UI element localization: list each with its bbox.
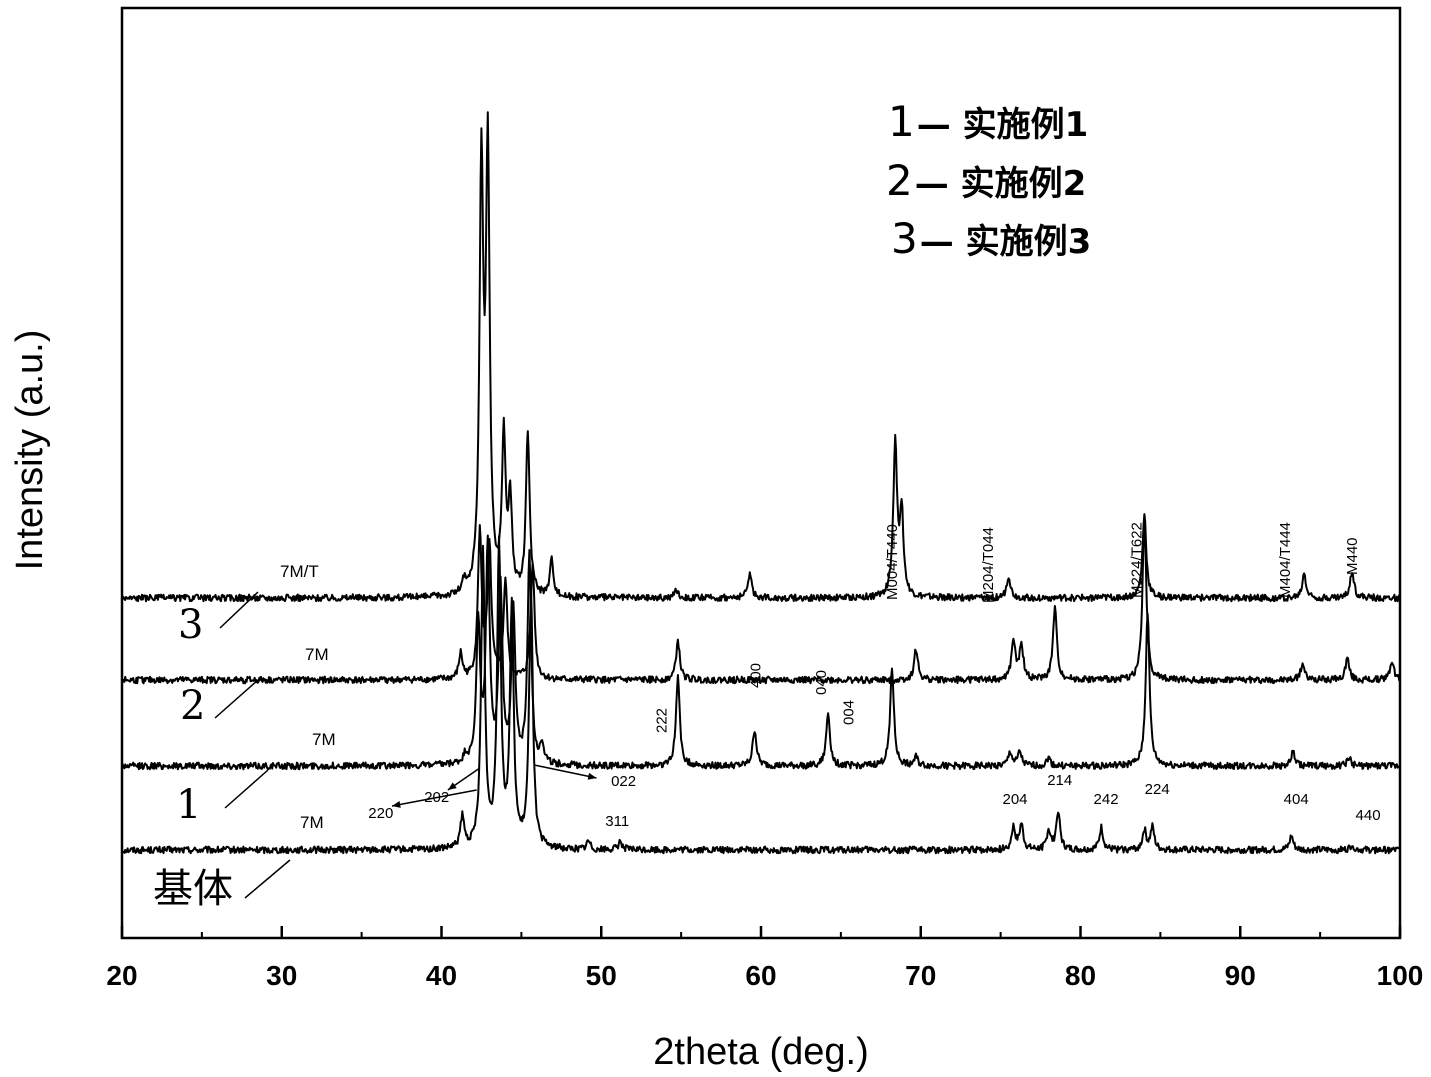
x-tick-label: 70 xyxy=(905,960,936,991)
phase-label: 7M xyxy=(300,813,324,832)
annotations-layer: 基体 7M 1 7M 2 7M 3 7M/T M004/T440 M204/T044 M224/T6… xyxy=(153,522,1381,912)
phase-peak-label: M404/T444 xyxy=(1277,522,1294,598)
x-tick-label: 20 xyxy=(106,960,137,991)
annotation-arrow xyxy=(534,764,597,779)
annotation-arrowhead xyxy=(587,772,597,780)
y-axis-title: Intensity (a.u.) xyxy=(9,330,51,571)
hkl-peak-label: 022 xyxy=(611,773,636,790)
hkl-peak-label: 040 xyxy=(813,670,830,695)
phase-label: 7M xyxy=(312,730,336,749)
phase-label: 7M/T xyxy=(280,562,319,581)
x-axis-title: 2theta (deg.) xyxy=(653,1031,868,1073)
series-trace xyxy=(121,111,1401,603)
x-tick-label: 40 xyxy=(426,960,457,991)
series-leader-line xyxy=(214,679,259,719)
series-label: 2 xyxy=(180,683,205,729)
hkl-peak-label: 204 xyxy=(1002,791,1027,808)
legend-entry: 2— 实施例2 xyxy=(886,156,1086,205)
hkl-peak-label: 440 xyxy=(1356,807,1381,824)
hkl-peak-label: 004 xyxy=(840,700,857,725)
x-tick-label: 90 xyxy=(1225,960,1256,991)
hkl-peak-label: 242 xyxy=(1094,791,1119,808)
annotation-arrowhead xyxy=(447,782,457,790)
legend: 1— 实施例1 2— 实施例2 3— 实施例3 xyxy=(886,97,1091,263)
phase-label: 7M xyxy=(305,645,329,664)
series-leader-line xyxy=(244,859,291,899)
hkl-peak-label: 224 xyxy=(1145,781,1170,798)
plot-frame xyxy=(120,6,1402,940)
series-trace xyxy=(121,517,1401,685)
phase-peak-label: M224/T622 xyxy=(1128,522,1145,598)
x-tick-label: 100 xyxy=(1377,960,1424,991)
legend-entry: 1— 实施例1 xyxy=(888,97,1088,146)
phase-peak-label: M440 xyxy=(1344,537,1361,575)
x-ticks-layer: 20 30 40 50 60 70 80 90 100 xyxy=(106,926,1423,991)
traces-layer xyxy=(121,111,1401,855)
x-tick-label: 30 xyxy=(266,960,297,991)
hkl-peak-label: 404 xyxy=(1284,791,1309,808)
x-tick-label: 50 xyxy=(586,960,617,991)
hkl-peak-label: 311 xyxy=(605,813,629,830)
series-label: 1 xyxy=(176,782,201,828)
hkl-peak-label: 220 xyxy=(368,805,393,822)
annotation-arrowhead xyxy=(391,801,401,808)
annotation-arrow xyxy=(391,789,477,807)
legend-entry: 3— 实施例3 xyxy=(891,214,1091,263)
x-tick-label: 80 xyxy=(1065,960,1096,991)
phase-peak-label: M204/T044 xyxy=(980,527,997,603)
hkl-peak-label: 222 xyxy=(653,708,670,733)
series-label: 基体 xyxy=(153,866,233,912)
series-leader-line xyxy=(224,769,269,809)
series-leader-line xyxy=(219,591,259,629)
series-label: 3 xyxy=(178,602,203,648)
hkl-peak-label: 214 xyxy=(1047,772,1072,789)
series-trace xyxy=(121,534,1401,771)
phase-peak-label: M004/T440 xyxy=(884,524,901,600)
series-trace xyxy=(121,535,1401,855)
hkl-peak-label: 400 xyxy=(748,663,765,688)
x-tick-label: 60 xyxy=(745,960,776,991)
